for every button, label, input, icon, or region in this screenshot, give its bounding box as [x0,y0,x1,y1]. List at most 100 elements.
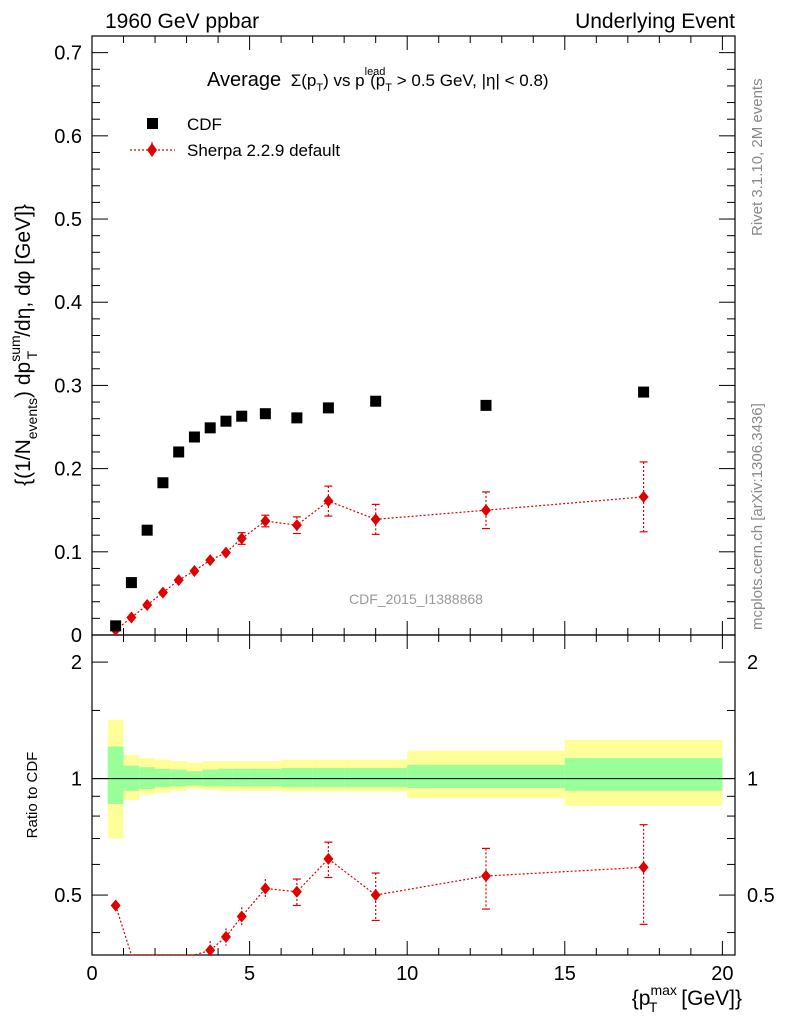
x-tick-label: 5 [244,963,255,985]
title-tail: (p [365,71,385,90]
cdf-point [638,386,650,398]
y-tick-label: 0.1 [54,542,82,564]
main-series-marks [110,386,650,637]
sherpa-point [157,586,168,599]
cdf-point [141,524,153,536]
x-label-main: {p [632,987,651,1010]
cdf-point [110,620,122,632]
ratio-point [236,910,247,923]
sherpa-point [189,564,200,577]
cdf-point [125,577,137,589]
ratio-tick-label-right: 0.5 [747,885,775,907]
stat-uncertainty-band [202,769,219,787]
analysis-watermark: CDF_2015_I1388868 [349,591,483,607]
header-right: Underlying Event [575,10,735,33]
sherpa-point [638,490,649,503]
ratio-point [220,930,231,943]
cdf-point [220,415,232,427]
ratio-tick-label-left: 2 [71,652,82,674]
x-tick-label: 0 [86,963,97,985]
title-vs: ) vs p [323,71,365,90]
x-label-tail: [GeV]} [675,987,742,1010]
ratio-point [110,899,121,912]
ratio-tick-label-right: 2 [747,652,758,674]
stat-uncertainty-band [564,758,723,791]
sherpa-point [480,504,491,517]
cdf-point [480,399,492,411]
cdf-point [204,422,216,434]
sherpa-point [370,513,381,526]
ratio-y-label: Ratio to CDF [24,752,41,839]
stat-uncertainty-band [233,768,250,787]
sherpa-point [323,495,334,508]
cdf-point [322,402,334,414]
title-sigma: Σ(p [291,71,317,90]
title-main: Average [207,69,281,91]
x-label-sub: T [649,999,658,1015]
rivet-label: Rivet 3.1.10, 2M events [749,78,766,236]
sherpa-point [173,574,184,587]
legend-data-marker [147,118,158,129]
stat-uncertainty-band [281,767,313,788]
sherpa-point [260,515,271,528]
legend-mc-label: Sherpa 2.2.9 default [187,141,340,160]
y-label-part-2: ) dp [12,362,35,398]
stat-uncertainty-band [170,769,187,787]
ratio-series-marks [110,824,649,957]
stat-uncertainty-band [312,767,345,788]
mcplots-label: mcplots.cern.ch [arXiv:1306.3436] [749,403,766,630]
y-label-sup-sum: sum [7,335,23,361]
y-label-part-1: {(1/N [12,439,35,486]
y-tick-label: 0.4 [54,292,82,314]
x-axis-label: {pmax T [GeV]} [632,982,742,1015]
legend-mc-marker [147,143,157,157]
ratio-tick-label-left: 1 [71,769,82,791]
y-label-sub-events: events [24,398,40,439]
x-tick-label: 15 [554,963,576,985]
title-tail-2: > 0.5 GeV, |η| < 0.8) [392,71,549,90]
sherpa-point [291,519,302,532]
y-axis-label: {(1/Nevents) dpsumT/dη, dφ [GeV]} [7,204,40,486]
legend-data-label: CDF [187,115,222,134]
ratio-point [323,852,334,865]
y-tick-label: 0.2 [54,459,82,481]
stat-uncertainty-band [249,768,282,787]
sherpa-point [220,546,231,559]
cdf-point [188,431,200,443]
y-tick-label: 0.7 [54,43,82,65]
ratio-tick-label-left: 0.5 [54,885,82,907]
cdf-point [236,410,248,422]
axis-ticks: 0 5 10 15 20 0 0.1 0.2 0.3 0.4 0.5 0.6 0.7 0.5 0.5 1 1 2 2 [54,35,775,985]
cdf-point [259,408,271,420]
cdf-point [370,395,382,407]
y-label-sub-t: T [24,350,40,359]
ratio-tick-label-right: 1 [747,769,758,791]
stat-uncertainty-band [407,764,565,789]
x-label-sup: max [650,982,676,998]
stat-uncertainty-band [218,768,234,787]
x-tick-label: 10 [396,963,418,985]
y-label-part-3: /dη, dφ [GeV]} [12,204,35,337]
cdf-point [291,412,303,424]
ratio-point [370,889,381,902]
ratio-point [480,870,491,883]
stat-uncertainty-band [155,768,171,788]
cdf-point [173,446,185,458]
y-tick-label: 0.6 [54,126,82,148]
ratio-uncertainty-bands [107,719,723,839]
y-tick-label: 0.5 [54,209,82,231]
sherpa-point [142,599,153,612]
plot-title: Average Σ(pT) vs plead (pT > 0.5 GeV, |η… [207,66,549,94]
title-sub-t-2: T [385,82,392,94]
ratio-point [205,944,216,957]
stat-uncertainty-band [107,746,124,804]
sherpa-point [236,532,247,545]
header-left: 1960 GeV ppbar [105,10,259,33]
y-tick-label: 0.3 [54,375,82,397]
ratio-panel-frame [91,634,736,956]
ratio-point [291,885,302,898]
ratio-point [638,861,649,874]
sherpa-point [126,611,137,624]
legend: CDF Sherpa 2.2.9 default [130,115,340,160]
